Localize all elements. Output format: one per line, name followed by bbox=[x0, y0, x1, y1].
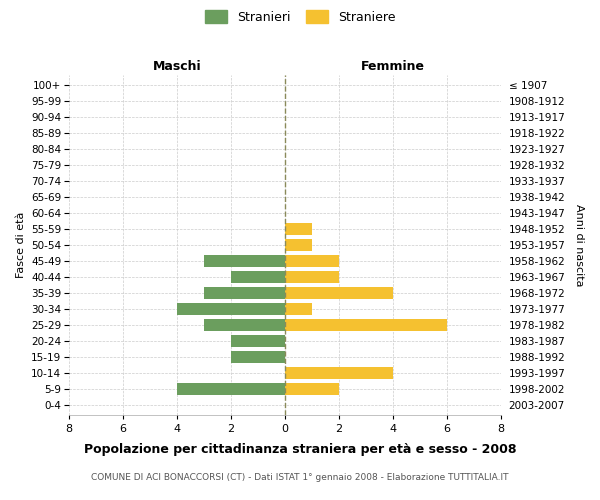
Bar bbox=[285, 368, 393, 380]
Bar bbox=[177, 384, 285, 396]
Bar bbox=[285, 287, 393, 299]
Y-axis label: Fasce di età: Fasce di età bbox=[16, 212, 26, 278]
Text: Femmine: Femmine bbox=[361, 60, 425, 74]
Bar bbox=[285, 223, 312, 235]
Legend: Stranieri, Straniere: Stranieri, Straniere bbox=[201, 6, 399, 28]
Bar bbox=[285, 384, 339, 396]
Bar bbox=[285, 319, 447, 331]
Bar bbox=[231, 335, 285, 347]
Bar bbox=[231, 271, 285, 283]
Bar bbox=[285, 271, 339, 283]
Bar bbox=[204, 287, 285, 299]
Bar bbox=[285, 255, 339, 267]
Bar bbox=[177, 303, 285, 315]
Bar bbox=[285, 303, 312, 315]
Text: Popolazione per cittadinanza straniera per età e sesso - 2008: Popolazione per cittadinanza straniera p… bbox=[84, 442, 516, 456]
Bar bbox=[204, 319, 285, 331]
Text: COMUNE DI ACI BONACCORSI (CT) - Dati ISTAT 1° gennaio 2008 - Elaborazione TUTTIT: COMUNE DI ACI BONACCORSI (CT) - Dati IST… bbox=[91, 472, 509, 482]
Bar bbox=[285, 239, 312, 251]
Text: Maschi: Maschi bbox=[152, 60, 202, 74]
Bar bbox=[204, 255, 285, 267]
Y-axis label: Anni di nascita: Anni di nascita bbox=[574, 204, 584, 286]
Bar bbox=[231, 351, 285, 364]
